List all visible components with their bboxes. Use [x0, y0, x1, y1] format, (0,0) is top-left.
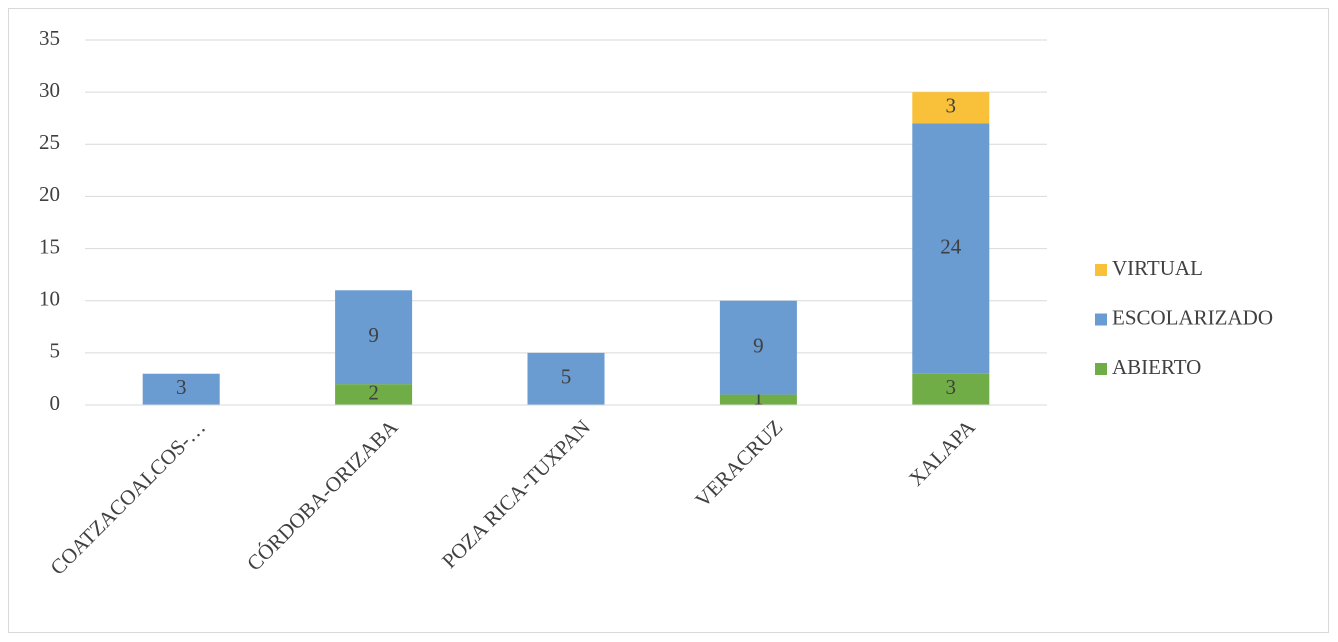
y-tick-label: 35	[39, 26, 60, 50]
legend-swatch	[1095, 363, 1107, 375]
bar-segment	[335, 290, 413, 385]
y-tick-label: 10	[39, 287, 60, 311]
y-tick-label: 25	[39, 130, 60, 154]
bar-segment	[335, 384, 413, 405]
legend-label: ABIERTO	[1112, 355, 1201, 379]
data-label: 9	[753, 333, 764, 357]
data-label: 9	[368, 323, 379, 347]
bar-segment	[142, 373, 220, 405]
legend-label: ESCOLARIZADO	[1112, 305, 1273, 329]
chart-border	[8, 8, 1329, 633]
y-tick-label: 0	[50, 391, 61, 415]
legend-swatch	[1095, 313, 1107, 326]
data-label: 3	[946, 375, 957, 399]
legend-swatch	[1095, 264, 1107, 276]
bar-segment	[912, 373, 990, 405]
data-label: 1	[753, 386, 764, 410]
data-label: 5	[561, 365, 572, 389]
data-label: 24	[940, 234, 962, 258]
y-tick-label: 5	[50, 339, 61, 363]
bar-segment	[719, 394, 797, 405]
bar-segment	[527, 352, 605, 405]
data-label: 2	[368, 380, 379, 404]
y-tick-label: 15	[39, 234, 60, 258]
y-tick-label: 30	[39, 78, 60, 102]
bar-segment	[912, 92, 990, 124]
bar-segment	[912, 123, 990, 374]
legend-label: VIRTUAL	[1112, 256, 1203, 280]
data-label: 3	[946, 94, 957, 118]
bar-segment	[719, 300, 797, 395]
y-tick-label: 20	[39, 182, 60, 206]
data-label: 3	[176, 375, 187, 399]
